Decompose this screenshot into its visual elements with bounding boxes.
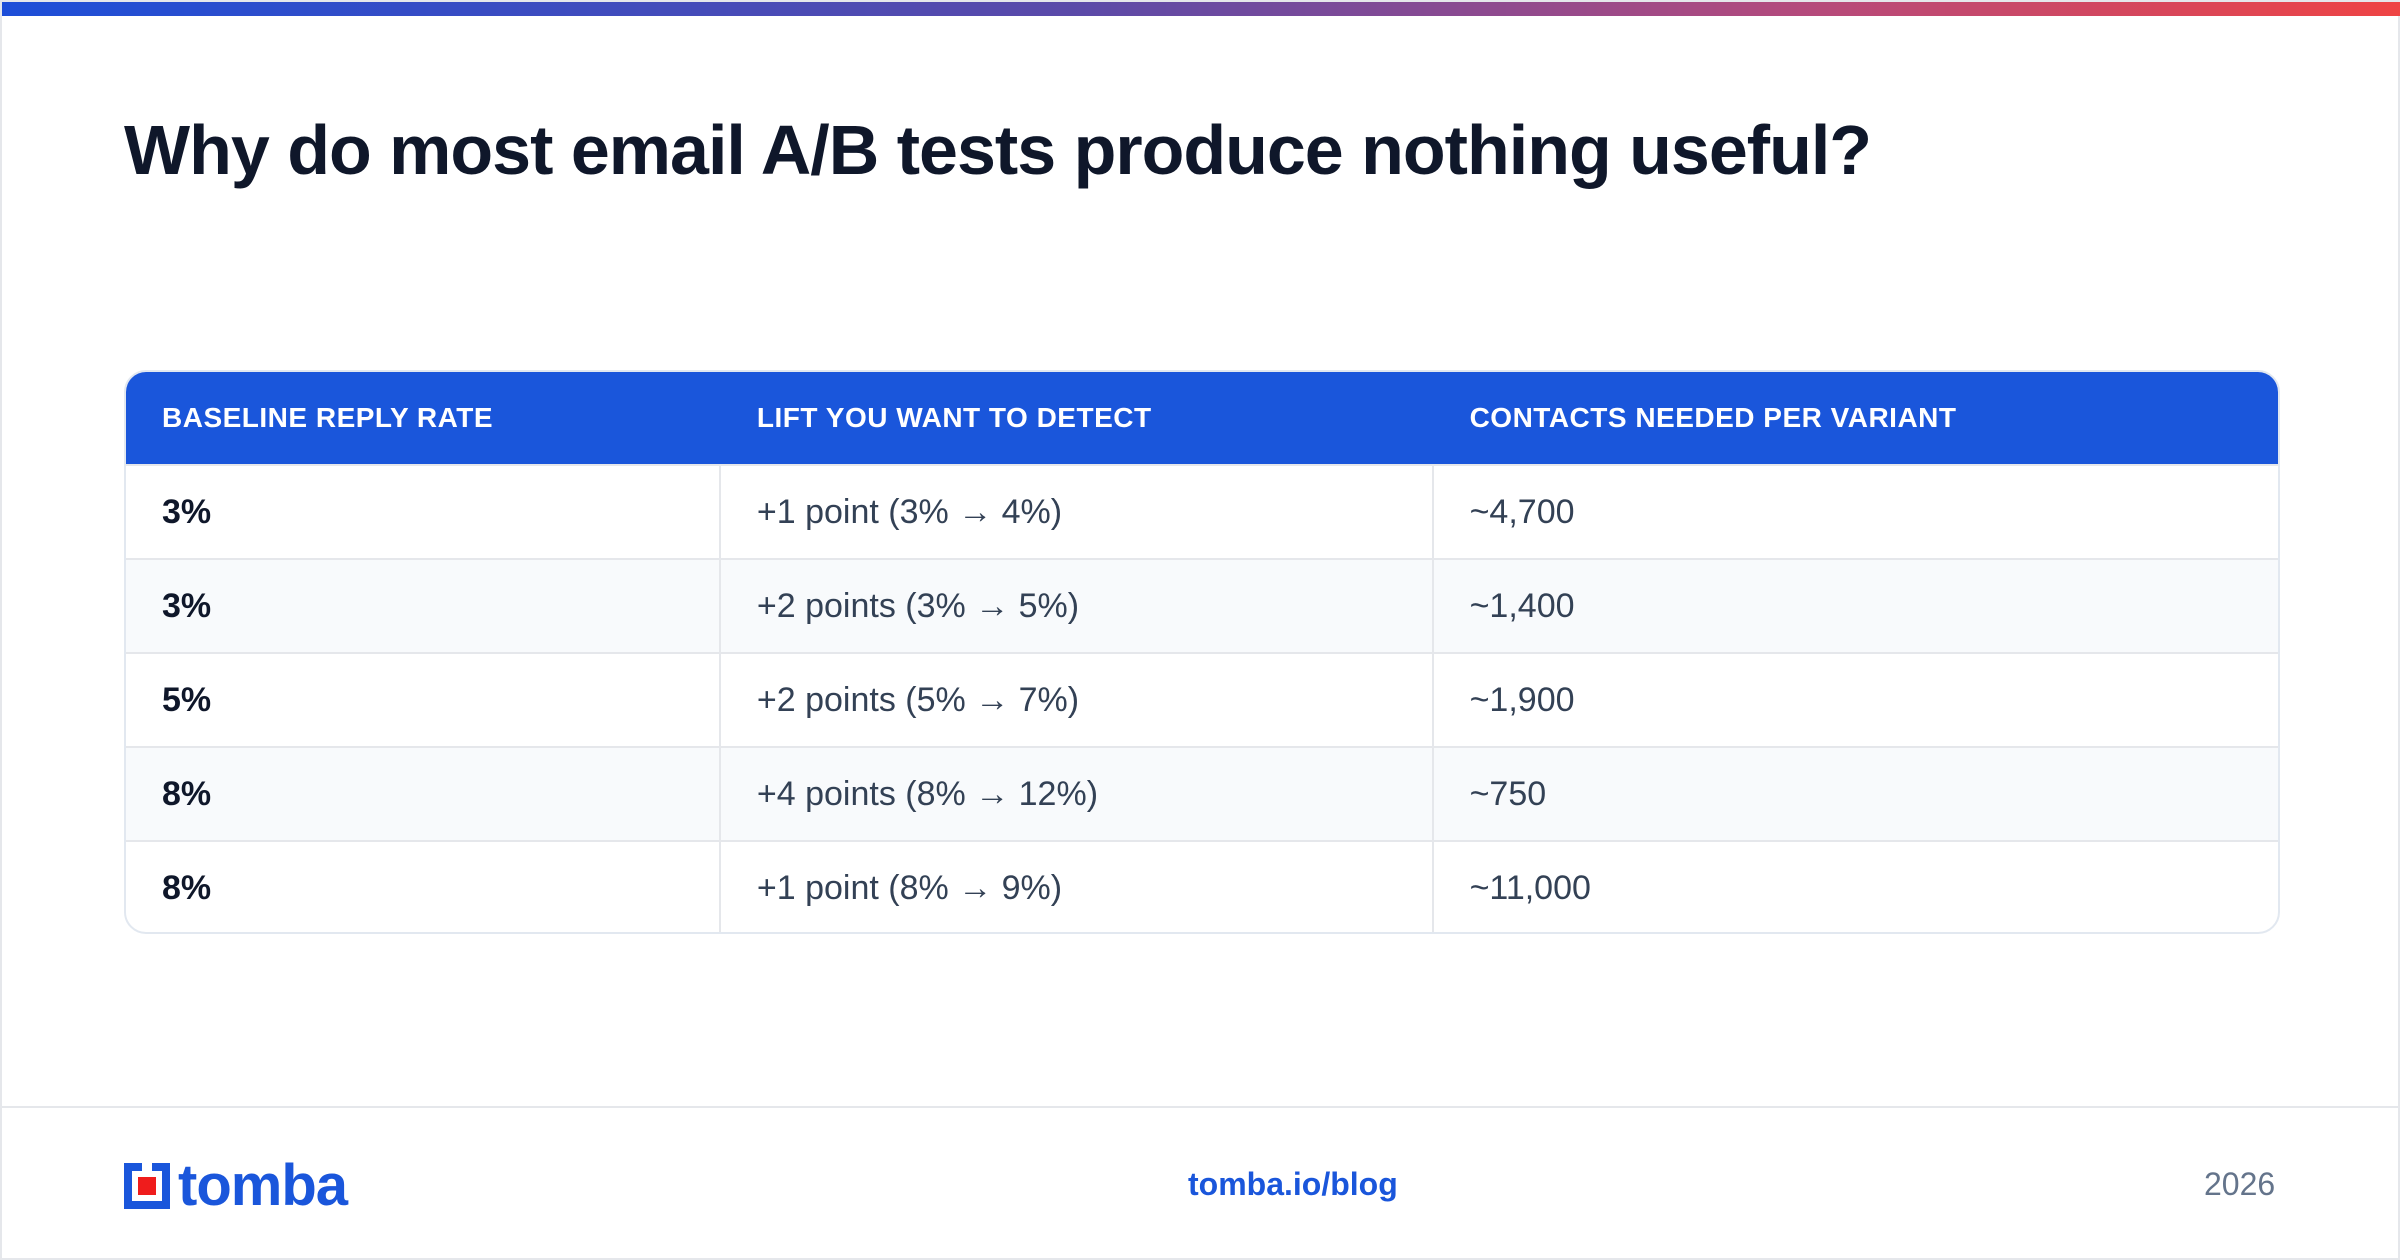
table-header: BASELINE REPLY RATE LIFT YOU WANT TO DET… <box>126 372 2278 464</box>
table-row: 8% +4 points (8% → 12%) ~750 <box>126 746 2278 840</box>
cell-contacts: ~4,700 <box>1469 492 1575 531</box>
footer-divider <box>2 1106 2400 1108</box>
table-row: 3% +1 point (3% → 4%) ~4,700 <box>126 464 2278 558</box>
cell-lift: +2 points (5% → 7%) <box>721 654 1434 746</box>
header-contacts-needed: CONTACTS NEEDED PER VARIANT <box>1469 402 1957 433</box>
blog-link[interactable]: tomba.io/blog <box>1188 1166 1398 1202</box>
cell-baseline: 3% <box>126 466 721 558</box>
cell-lift: +2 points (3% → 5%) <box>721 560 1434 652</box>
footer-year: 2026 <box>2204 1166 2276 1202</box>
tomba-logo-mark-icon <box>124 1163 170 1209</box>
table-row: 3% +2 points (3% → 5%) ~1,400 <box>126 558 2278 652</box>
cell-lift: +4 points (8% → 12%) <box>721 748 1434 840</box>
cell-baseline: 8% <box>126 748 721 840</box>
gradient-top-bar <box>2 2 2400 16</box>
cell-baseline: 3% <box>126 560 721 652</box>
sample-size-table: BASELINE REPLY RATE LIFT YOU WANT TO DET… <box>124 370 2280 934</box>
logo-wordmark: tomba <box>178 1153 348 1218</box>
cell-baseline: 5% <box>126 654 721 746</box>
tomba-logo: tomba <box>124 1153 348 1218</box>
cell-contacts: ~750 <box>1469 774 1547 813</box>
header-baseline-reply-rate: BASELINE REPLY RATE <box>162 402 494 433</box>
cell-contacts: ~11,000 <box>1469 868 1591 907</box>
cell-baseline: 8% <box>126 842 721 932</box>
cell-lift: +1 point (8% → 9%) <box>721 842 1434 932</box>
cell-contacts: ~1,900 <box>1469 680 1575 719</box>
table-row: 8% +1 point (8% → 9%) ~11,000 <box>126 840 2278 932</box>
page-title: Why do most email A/B tests produce noth… <box>124 111 1872 189</box>
cell-lift: +1 point (3% → 4%) <box>721 466 1434 558</box>
cell-contacts: ~1,400 <box>1469 586 1575 625</box>
table-row: 5% +2 points (5% → 7%) ~1,900 <box>126 652 2278 746</box>
header-lift-to-detect: LIFT YOU WANT TO DETECT <box>756 402 1152 433</box>
